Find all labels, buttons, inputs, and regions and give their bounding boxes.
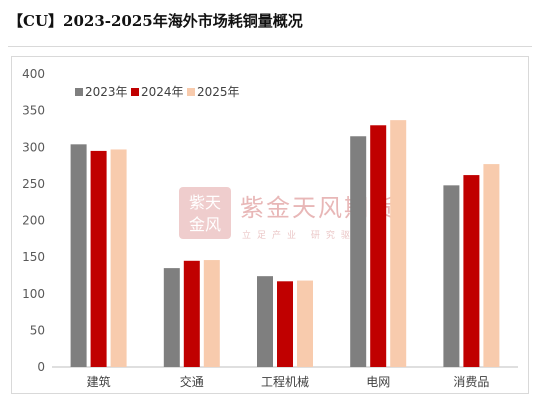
bar-1-3 [257,276,273,367]
y-tick-label: 300 [22,140,45,154]
legend-swatch [75,88,83,96]
legend-swatch [131,88,139,96]
y-tick-label: 150 [22,250,45,264]
x-tick-label: 电网 [366,375,390,389]
x-tick-label: 建筑 [87,374,111,389]
bar-3-4 [390,120,407,368]
bar-1-2 [163,268,180,367]
bar-2-4 [370,125,387,368]
bar-1-5 [443,185,460,367]
bar-2-1 [90,150,107,367]
chart-title: 【CU】2023-2025年海外市场耗铜量概况 [8,12,303,30]
bar-2-2 [183,260,200,367]
y-tick-label: 250 [22,177,45,191]
bar-1-4 [350,136,367,367]
watermark-slogan: 立足产业 研究驱动 [242,229,371,241]
watermark: 紫天 金风 紫金天风期货 立足产业 研究驱动 [179,187,396,241]
legend-swatch [187,88,195,96]
bar-3-1 [110,149,127,367]
y-tick-label: 0 [37,360,45,374]
x-tick-label: 工程机械 [261,374,309,389]
bar-3-5 [483,164,500,367]
y-tick-label: 50 [30,323,45,337]
bar-2-3 [277,281,293,367]
y-tick-label: 400 [22,67,45,81]
y-tick-label: 200 [22,214,45,228]
y-tick-label: 100 [22,287,45,301]
y-tick-label: 350 [22,104,45,118]
bar-2-5 [463,175,480,367]
watermark-company-name: 紫金天风期货 [240,194,396,222]
watermark-seal-bottom: 金风 [189,215,221,234]
bar-1-1 [70,144,87,367]
bar-3-2 [203,260,220,367]
title-divider [8,46,532,47]
legend-label: 2025年 [197,85,240,99]
bar-3-3 [297,280,313,367]
legend-label: 2024年 [141,85,184,99]
x-tick-label: 消费品 [453,375,489,389]
watermark-seal [179,187,231,239]
watermark-seal-top: 紫天 [189,193,221,212]
chart-frame [11,56,529,394]
x-tick-label: 交通 [180,374,204,389]
legend-label: 2023年 [85,85,128,99]
